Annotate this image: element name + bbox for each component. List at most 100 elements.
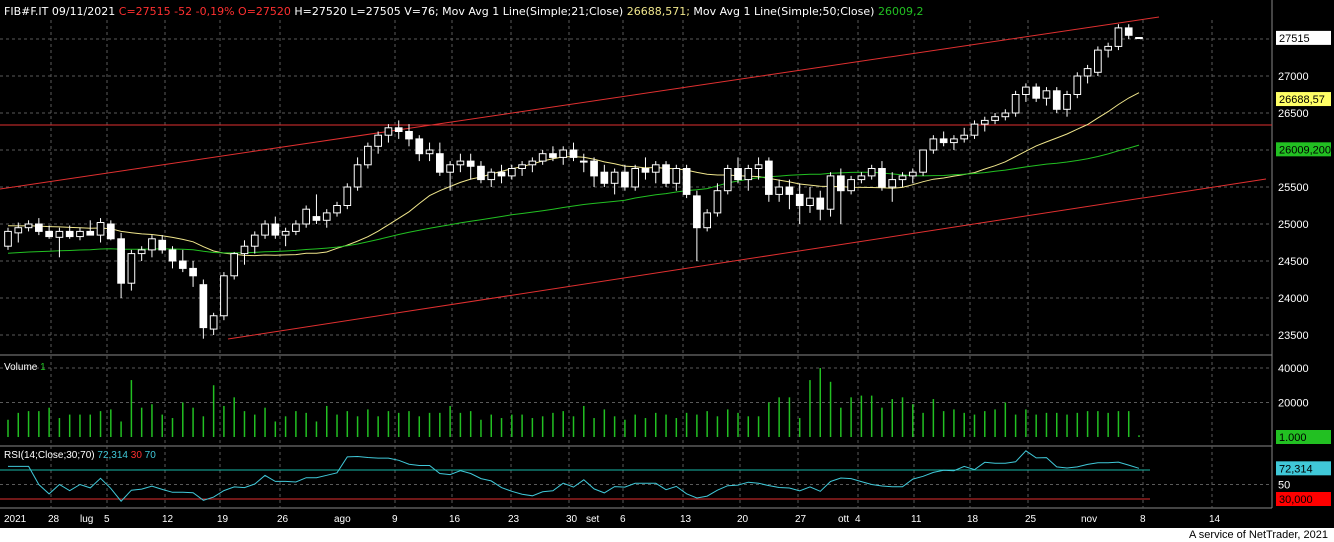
candle-body: [765, 160, 773, 195]
candle-body: [271, 223, 280, 236]
moving-averages: [7, 92, 1140, 257]
candle-body: [477, 165, 485, 181]
ma21-tag-bg: [1276, 92, 1331, 107]
price-tick-label: 25500: [1278, 182, 1309, 194]
candle-body: [148, 238, 156, 251]
candle-body: [528, 160, 537, 166]
rsi-low-tag-bg: [1276, 492, 1331, 506]
axes: 2700026500260002550025000245002400023500…: [4, 30, 1331, 525]
candle-body: [1124, 27, 1133, 36]
candle-body: [76, 230, 84, 238]
price-tick-label: 26500: [1278, 108, 1309, 120]
footer-credit: A service of NetTrader, 2021: [1189, 529, 1328, 541]
candle-body: [137, 249, 146, 255]
candle-body: [1094, 49, 1102, 73]
candle-body: [631, 168, 640, 188]
candle-body: [65, 230, 74, 238]
x-tick-label: 30: [566, 514, 578, 525]
candle-body: [651, 164, 660, 173]
rsi-low-tag: 30,000: [1279, 494, 1313, 506]
x-tick-label: lug: [80, 514, 93, 525]
candle-body: [538, 153, 547, 162]
x-tick-label: 23: [508, 514, 520, 525]
candle-body: [836, 175, 845, 192]
candle-body: [302, 208, 311, 225]
x-tick-label: nov: [1081, 514, 1097, 525]
candle-body: [168, 249, 177, 262]
volume-last-tag-bg: [1276, 430, 1331, 444]
candle-body: [518, 164, 526, 170]
candle-body: [672, 168, 681, 184]
x-tick-label: 9: [392, 514, 398, 525]
candle-body: [394, 127, 403, 133]
candle-body: [693, 195, 701, 229]
candle-body: [353, 164, 362, 188]
x-tick-label: 8: [1140, 514, 1146, 525]
candle-body: [333, 205, 341, 214]
candle-body: [446, 164, 454, 173]
candle-body: [590, 160, 598, 177]
rsi-label: RSI(14;Close;30;70) 72,314 30 70: [4, 450, 156, 461]
x-tick-label: 12: [162, 514, 174, 525]
candle-body: [250, 234, 259, 247]
rsi-value-tag-bg: [1276, 461, 1331, 476]
candle-body: [723, 168, 732, 192]
candle-body: [1114, 27, 1123, 47]
candle-body: [189, 267, 197, 277]
volume-tick-label: 40000: [1278, 363, 1309, 375]
candle-body: [384, 127, 393, 136]
x-tick-label: 13: [680, 514, 692, 525]
candle-body: [1022, 86, 1030, 95]
price-tick-label: 23500: [1278, 330, 1309, 342]
candle-body: [960, 134, 969, 140]
candle-body: [549, 153, 557, 158]
candle-body: [806, 197, 814, 207]
x-tick-label: 18: [967, 514, 979, 525]
price-tick-label: 27000: [1278, 71, 1309, 83]
candle-body: [127, 253, 136, 284]
chart-grid: [0, 0, 1273, 509]
candle-body: [559, 149, 568, 158]
ma50-tag: 26009,200: [1279, 144, 1331, 156]
candle-body: [343, 186, 352, 206]
footer-bar: A service of NetTrader, 2021: [0, 528, 1334, 542]
candle-body: [425, 149, 434, 155]
rsi-value-tag: 72,314: [1279, 463, 1313, 475]
x-tick-label: 28: [48, 514, 60, 525]
x-tick-label: 25: [1025, 514, 1037, 525]
candle-body: [24, 223, 33, 229]
volume-label: Volume 1: [4, 362, 46, 373]
ma21-tag: 26688,57: [1279, 94, 1325, 106]
candle-body: [96, 222, 105, 236]
volume-last-tag: 1.000: [1279, 432, 1307, 444]
candle-body: [847, 179, 855, 192]
candle-body: [292, 223, 300, 232]
candle-body: [35, 223, 43, 232]
candle-body: [744, 168, 753, 181]
candle-body: [610, 171, 619, 184]
candle-body: [209, 315, 218, 330]
chart-canvas[interactable]: 2700026500260002550025000245002400023500…: [0, 0, 1334, 528]
candle-body: [621, 171, 629, 188]
candle-body: [230, 253, 239, 277]
price-tick-label: 24000: [1278, 293, 1309, 305]
x-tick-label: ott: [838, 514, 849, 525]
candle-body: [405, 131, 413, 140]
candle-body: [312, 216, 321, 221]
x-tick-label: 16: [449, 514, 461, 525]
candle-body: [1063, 94, 1071, 110]
upper-trendline: [0, 16, 1160, 190]
candle-body: [1001, 112, 1010, 118]
rsi-series: [8, 450, 1140, 502]
candle-body: [970, 123, 979, 136]
trend-channel: [0, 16, 1272, 340]
x-tick-label: 14: [1209, 514, 1221, 525]
candle-body: [662, 164, 670, 184]
candle-body: [117, 238, 125, 284]
candle-body: [106, 223, 115, 240]
candle-body: [703, 212, 712, 229]
candle-body: [55, 230, 64, 238]
candle-body: [682, 168, 691, 195]
candle-body: [867, 168, 876, 177]
candle-body: [579, 160, 588, 163]
